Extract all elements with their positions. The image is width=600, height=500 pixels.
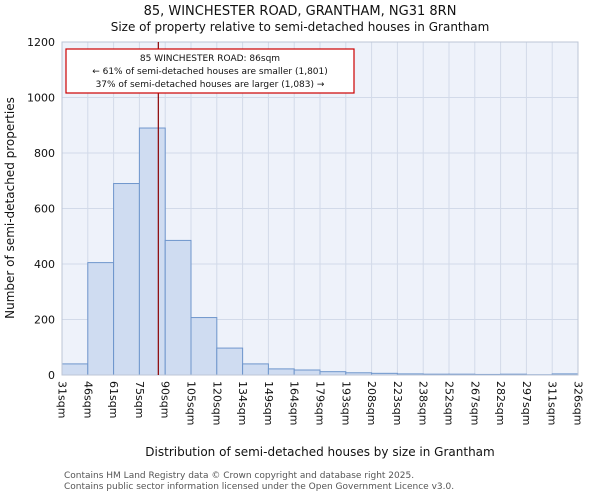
y-tick-label: 200 bbox=[34, 314, 55, 327]
x-tick-label: 134sqm bbox=[236, 381, 249, 425]
annotation-larger-stat: 37% of semi-detached houses are larger (… bbox=[96, 80, 325, 90]
y-axis-title: Number of semi-detached properties bbox=[3, 97, 17, 319]
x-tick-label: 238sqm bbox=[417, 381, 430, 425]
chart-subtitle: Size of property relative to semi-detach… bbox=[111, 20, 490, 34]
x-tick-label: 282sqm bbox=[494, 381, 507, 425]
x-tick-label: 267sqm bbox=[468, 381, 481, 425]
x-tick-label: 75sqm bbox=[133, 381, 146, 418]
histogram-bar bbox=[293, 369, 321, 376]
histogram-bar bbox=[190, 317, 218, 376]
x-tick-label: 252sqm bbox=[443, 381, 456, 425]
x-tick-label: 31sqm bbox=[56, 381, 69, 418]
y-tick-label: 400 bbox=[34, 258, 55, 271]
x-tick-label: 149sqm bbox=[262, 381, 275, 425]
annotation-border bbox=[65, 48, 355, 94]
plot-area: 31sqm 46sqm 61sqm 75sqm 90sqm 105sqm 120sqm 134… bbox=[27, 36, 585, 425]
histogram-bar bbox=[138, 127, 166, 376]
histogram-bar bbox=[216, 347, 244, 376]
histogram-bar bbox=[242, 363, 269, 376]
annotation-box: 85 WINCHESTER ROAD: 86sqm ← 61% of semi-… bbox=[65, 48, 355, 94]
histogram-bar bbox=[87, 262, 115, 376]
x-tick-label: 46sqm bbox=[81, 381, 94, 418]
annotation-title: 85 WINCHESTER ROAD: 86sqm bbox=[140, 54, 280, 64]
x-tick-label: 208sqm bbox=[365, 381, 378, 425]
x-axis-title: Distribution of semi-detached houses by … bbox=[145, 445, 494, 459]
x-tick-label: 120sqm bbox=[210, 381, 223, 425]
chart-title: 85, WINCHESTER ROAD, GRANTHAM, NG31 8RN bbox=[144, 4, 457, 19]
y-tick-label: 1000 bbox=[27, 92, 55, 105]
y-tick-label: 0 bbox=[48, 369, 55, 382]
x-tick-label: 223sqm bbox=[391, 381, 404, 425]
x-tick-label: 297sqm bbox=[520, 381, 533, 425]
histogram-bar bbox=[61, 363, 89, 376]
histogram-bar bbox=[113, 183, 140, 376]
annotation-smaller-stat: ← 61% of semi-detached houses are smalle… bbox=[92, 67, 328, 77]
x-tick-label: 193sqm bbox=[339, 381, 352, 425]
histogram-bar bbox=[267, 368, 295, 376]
x-tick-label: 326sqm bbox=[572, 381, 585, 425]
x-tick-label: 105sqm bbox=[185, 381, 198, 425]
x-tick-label: 311sqm bbox=[546, 381, 559, 425]
x-tick-label: 179sqm bbox=[314, 381, 327, 425]
footer-attribution-2: Contains public sector information licen… bbox=[64, 482, 454, 492]
x-tick-label: 90sqm bbox=[159, 381, 172, 418]
histogram-bar bbox=[164, 239, 192, 376]
y-tick-label: 600 bbox=[34, 203, 55, 216]
x-tick-label: 61sqm bbox=[107, 381, 120, 418]
x-tick-label: 164sqm bbox=[288, 381, 301, 425]
y-tick-label: 1200 bbox=[27, 36, 55, 49]
footer-attribution-1: Contains HM Land Registry data © Crown c… bbox=[64, 471, 414, 481]
y-tick-label: 800 bbox=[34, 147, 55, 160]
plot-border bbox=[61, 41, 579, 376]
